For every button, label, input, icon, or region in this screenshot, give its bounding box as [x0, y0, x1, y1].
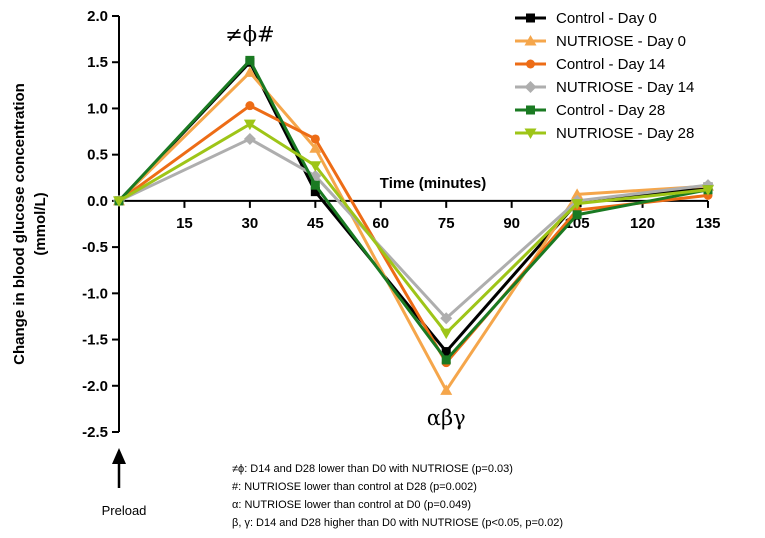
legend-label: NUTRIOSE - Day 28	[556, 125, 694, 142]
series-line	[117, 58, 709, 362]
preload-arrow-head	[112, 448, 126, 464]
legend-label: NUTRIOSE - Day 14	[556, 79, 694, 96]
series-layer	[113, 55, 714, 395]
footnote-line: β, γ: D14 and D28 higher than D0 with NU…	[232, 517, 563, 529]
significance-annotation: αβγ	[427, 406, 466, 430]
data-point	[113, 196, 125, 207]
preload-label: Preload	[102, 503, 147, 518]
x-tick-label: 120	[630, 215, 655, 232]
data-point	[310, 134, 320, 144]
legend-item: NUTRIOSE - Day 28	[515, 125, 694, 142]
data-point	[309, 161, 322, 172]
y-axis-title-line2: (mmol/L)	[32, 192, 49, 255]
legend-label: Control - Day 0	[556, 10, 657, 27]
x-tick-label: 30	[242, 215, 259, 232]
significance-annotation: ≠ϕ#	[225, 22, 275, 46]
series-line	[118, 122, 709, 335]
footnote-line: α: NUTRIOSE lower than control at D0 (p=…	[232, 499, 471, 511]
data-point	[310, 180, 320, 190]
series-4	[113, 132, 714, 325]
y-tick-label: -2.0	[82, 378, 108, 395]
legend-label: Control - Day 14	[556, 56, 665, 73]
data-point	[441, 347, 451, 357]
data-point	[243, 119, 256, 131]
x-tick-label: 45	[307, 215, 324, 232]
x-axis-title: Time (minutes)	[380, 175, 486, 192]
data-point	[245, 101, 255, 111]
y-axis-ticks: 2.0 1.5 1.0 0.5 0.0 -0.5 -1.0 -1.5 -2.0 -2.5	[82, 8, 119, 441]
data-point	[310, 187, 320, 197]
data-point	[441, 355, 451, 365]
y-tick-label: 0.5	[87, 147, 108, 164]
legend-swatch-marker	[526, 13, 535, 23]
y-tick-label: 0.0	[87, 193, 108, 210]
legend-swatch-marker	[524, 81, 537, 93]
axes: 2.0 1.5 1.0 0.5 0.0 -0.5 -1.0 -1.5 -2.0 -2.5 15 30…	[82, 8, 720, 441]
data-point	[243, 66, 256, 77]
legend-swatch-marker	[526, 105, 535, 115]
footnote-line: ≠ϕ: D14 and D28 lower than D0 with NUTRI…	[232, 463, 513, 475]
legend-swatch-marker	[524, 128, 537, 139]
footnotes: ≠ϕ: D14 and D28 lower than D0 with NUTRI…	[232, 463, 563, 529]
x-axis-ticks: 15 30 45 60 75 90 105 120 135	[176, 200, 721, 232]
x-tick-label: 75	[438, 215, 455, 232]
x-tick-label: 90	[503, 215, 520, 232]
data-point	[572, 210, 582, 220]
series-line	[117, 70, 709, 392]
preload-marker: Preload	[102, 448, 147, 518]
legend-swatch-marker	[526, 59, 535, 69]
data-point	[440, 384, 453, 395]
legend-item: Control - Day 0	[515, 10, 657, 27]
data-point	[571, 199, 584, 210]
y-tick-label: -1.5	[82, 332, 108, 349]
legend-swatch-marker	[524, 35, 537, 46]
y-tick-label: 1.0	[87, 100, 108, 117]
y-tick-label: 2.0	[87, 8, 108, 25]
data-point	[702, 185, 714, 196]
data-point	[245, 55, 255, 65]
data-point	[309, 142, 322, 153]
legend-item: Control - Day 14	[515, 56, 665, 73]
x-tick-label: 15	[176, 215, 193, 232]
y-tick-label: -1.0	[82, 285, 108, 302]
data-point	[571, 188, 584, 199]
series-6	[113, 119, 714, 340]
legend-item: NUTRIOSE - Day 14	[515, 79, 694, 96]
y-tick-label: -2.5	[82, 424, 108, 441]
x-tick-label: 60	[372, 215, 389, 232]
legend-item: Control - Day 28	[515, 102, 665, 119]
legend-label: NUTRIOSE - Day 0	[556, 33, 686, 50]
y-tick-label: 1.5	[87, 54, 108, 71]
y-axis-title-line1: Change in blood glucose concentration	[11, 83, 28, 365]
legend-label: Control - Day 28	[556, 102, 665, 119]
y-tick-label: -0.5	[82, 239, 108, 256]
data-point	[440, 312, 453, 325]
data-point	[243, 132, 256, 145]
x-tick-label: 135	[695, 215, 720, 232]
legend: Control - Day 0 NUTRIOSE - Day 0 Control -…	[515, 10, 694, 142]
series-line	[118, 104, 709, 365]
legend-item: NUTRIOSE - Day 0	[515, 33, 686, 50]
footnote-line: #: NUTRIOSE lower than control at D28 (p…	[232, 481, 477, 493]
data-point	[440, 328, 453, 340]
annotations: ≠ϕ# αβγ	[225, 22, 466, 430]
